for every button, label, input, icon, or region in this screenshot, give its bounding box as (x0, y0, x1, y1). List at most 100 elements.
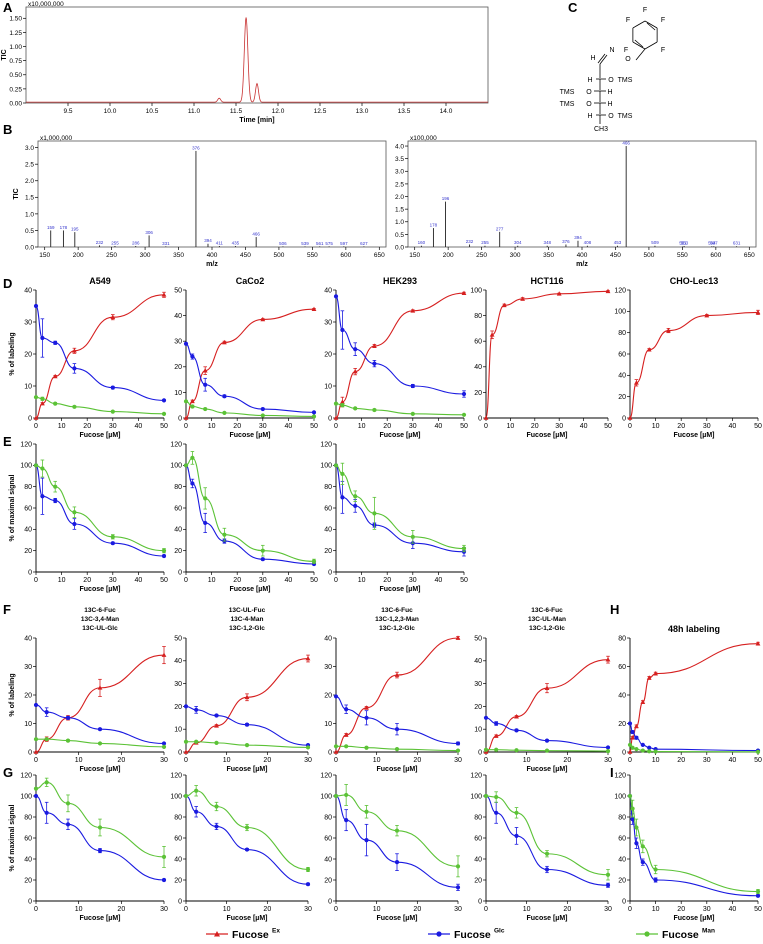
y-tick-label: 60 (474, 835, 482, 842)
data-point (161, 398, 167, 403)
data-point (514, 748, 519, 753)
peak-label: 348 (543, 240, 551, 245)
y-tick-label: 50 (174, 287, 182, 294)
panel-letter-i: I (610, 765, 614, 780)
peak-label: 594 (708, 241, 716, 246)
y-tick-label: 100 (320, 793, 332, 800)
data-point (353, 406, 358, 411)
data-point (640, 748, 645, 753)
series-ex (627, 641, 761, 754)
panel-letter-b: B (3, 122, 13, 137)
plot-frame (25, 6, 489, 104)
series-man (183, 785, 311, 872)
atom-label: O (608, 113, 614, 120)
chart-subtitle-line: 13C-1,2,3-Man (375, 616, 419, 623)
chart-subtitle-line: 13C-6-Fuc (381, 607, 413, 614)
x-tick-label: 20 (117, 906, 125, 913)
x-tick-label: 600 (710, 252, 721, 259)
x-axis-label: Fucose [µM] (80, 915, 121, 922)
chart-subtitle-line: 13C-6-Fuc (84, 607, 116, 614)
series-man (183, 399, 317, 419)
data-point (461, 412, 467, 417)
y-tick-label: 20 (618, 877, 626, 884)
y-tick-label: 30 (324, 664, 332, 671)
data-point (44, 810, 49, 815)
series-ex (333, 635, 461, 754)
y-tick-label: 60 (24, 835, 32, 842)
x-tick-label: 650 (374, 252, 385, 259)
y-tick-label: 20 (474, 877, 482, 884)
x-tick-label: 30 (259, 423, 267, 430)
data-point (260, 557, 265, 562)
x-tick-label: 20 (677, 906, 685, 913)
y-tick-label: 20 (24, 351, 32, 358)
data-point (364, 745, 369, 750)
y-tick-label: 120 (614, 287, 626, 294)
series-glc (183, 793, 311, 887)
peak-label: 506 (279, 241, 287, 246)
peak-label: 435 (232, 241, 240, 246)
chart-subtitle-line: 13C-UL-Glc (82, 625, 118, 632)
series-line (629, 311, 759, 419)
data-point (647, 745, 652, 750)
data-point (110, 534, 115, 539)
data-point (194, 707, 199, 712)
y-tick-label: 10 (474, 727, 482, 734)
y-tick-label: 20 (24, 877, 32, 884)
data-point (33, 463, 39, 468)
data-point (161, 548, 167, 553)
data-point (461, 391, 467, 397)
data-point (333, 694, 339, 699)
data-point (501, 302, 507, 308)
data-point (183, 739, 189, 744)
y-tick-label: 120 (320, 772, 332, 779)
y-axis-label: % of labeling (9, 332, 16, 375)
data-point (311, 306, 317, 311)
y-tick-label: 100 (614, 309, 626, 316)
data-point (40, 396, 45, 401)
y-tick-label: 20 (324, 548, 332, 555)
data-point (630, 735, 635, 740)
atom-label: F (626, 17, 630, 24)
atom-label: TMS (560, 89, 575, 96)
x-tick-label: 0 (184, 906, 188, 913)
x-tick-label: 40 (435, 577, 443, 584)
x-tick-label: 30 (409, 577, 417, 584)
data-point (630, 817, 635, 822)
chart-f1: 0 10 20 30 0 10 20 30 40 Fucose [µM] % of labeling… (9, 607, 168, 773)
data-point (653, 671, 658, 676)
data-point (333, 749, 339, 754)
data-point (65, 822, 71, 827)
x-tick-label: 500 (643, 252, 654, 259)
series-man (33, 777, 167, 868)
data-point (364, 715, 369, 720)
y-tick-label: 0 (178, 898, 182, 905)
y-tick-label: 40 (24, 287, 32, 294)
data-point (364, 838, 369, 843)
atom-label: H (590, 55, 595, 62)
x-tick-label: 30 (703, 906, 711, 913)
x-tick-label: 600 (340, 252, 351, 259)
y-tick-label: 10 (324, 721, 332, 728)
chromatogram-trace (26, 17, 488, 103)
data-point (494, 747, 499, 752)
y-tick-label: 20 (174, 877, 182, 884)
x-axis-label: Fucose [µM] (377, 766, 418, 773)
data-point (627, 742, 633, 747)
y-tick-label: 40 (24, 856, 32, 863)
y-tick-label: 0.0 (395, 244, 404, 251)
x-tick-label: 20 (263, 757, 271, 764)
data-point (666, 327, 671, 333)
data-point (647, 749, 652, 754)
peak-label: 551 (679, 241, 687, 246)
peak-label: 232 (96, 240, 104, 245)
y-tick-label: 80 (324, 814, 332, 821)
data-point (340, 403, 345, 408)
series-man (627, 793, 761, 895)
data-point (53, 498, 58, 503)
series-ex (333, 290, 467, 420)
chart-f3: 0 10 20 30 0 10 20 30 40 Fucose [µM] 13C-6-Fuc 13C-… (324, 607, 462, 773)
x-tick-label: 10 (75, 906, 83, 913)
data-point (340, 471, 345, 476)
